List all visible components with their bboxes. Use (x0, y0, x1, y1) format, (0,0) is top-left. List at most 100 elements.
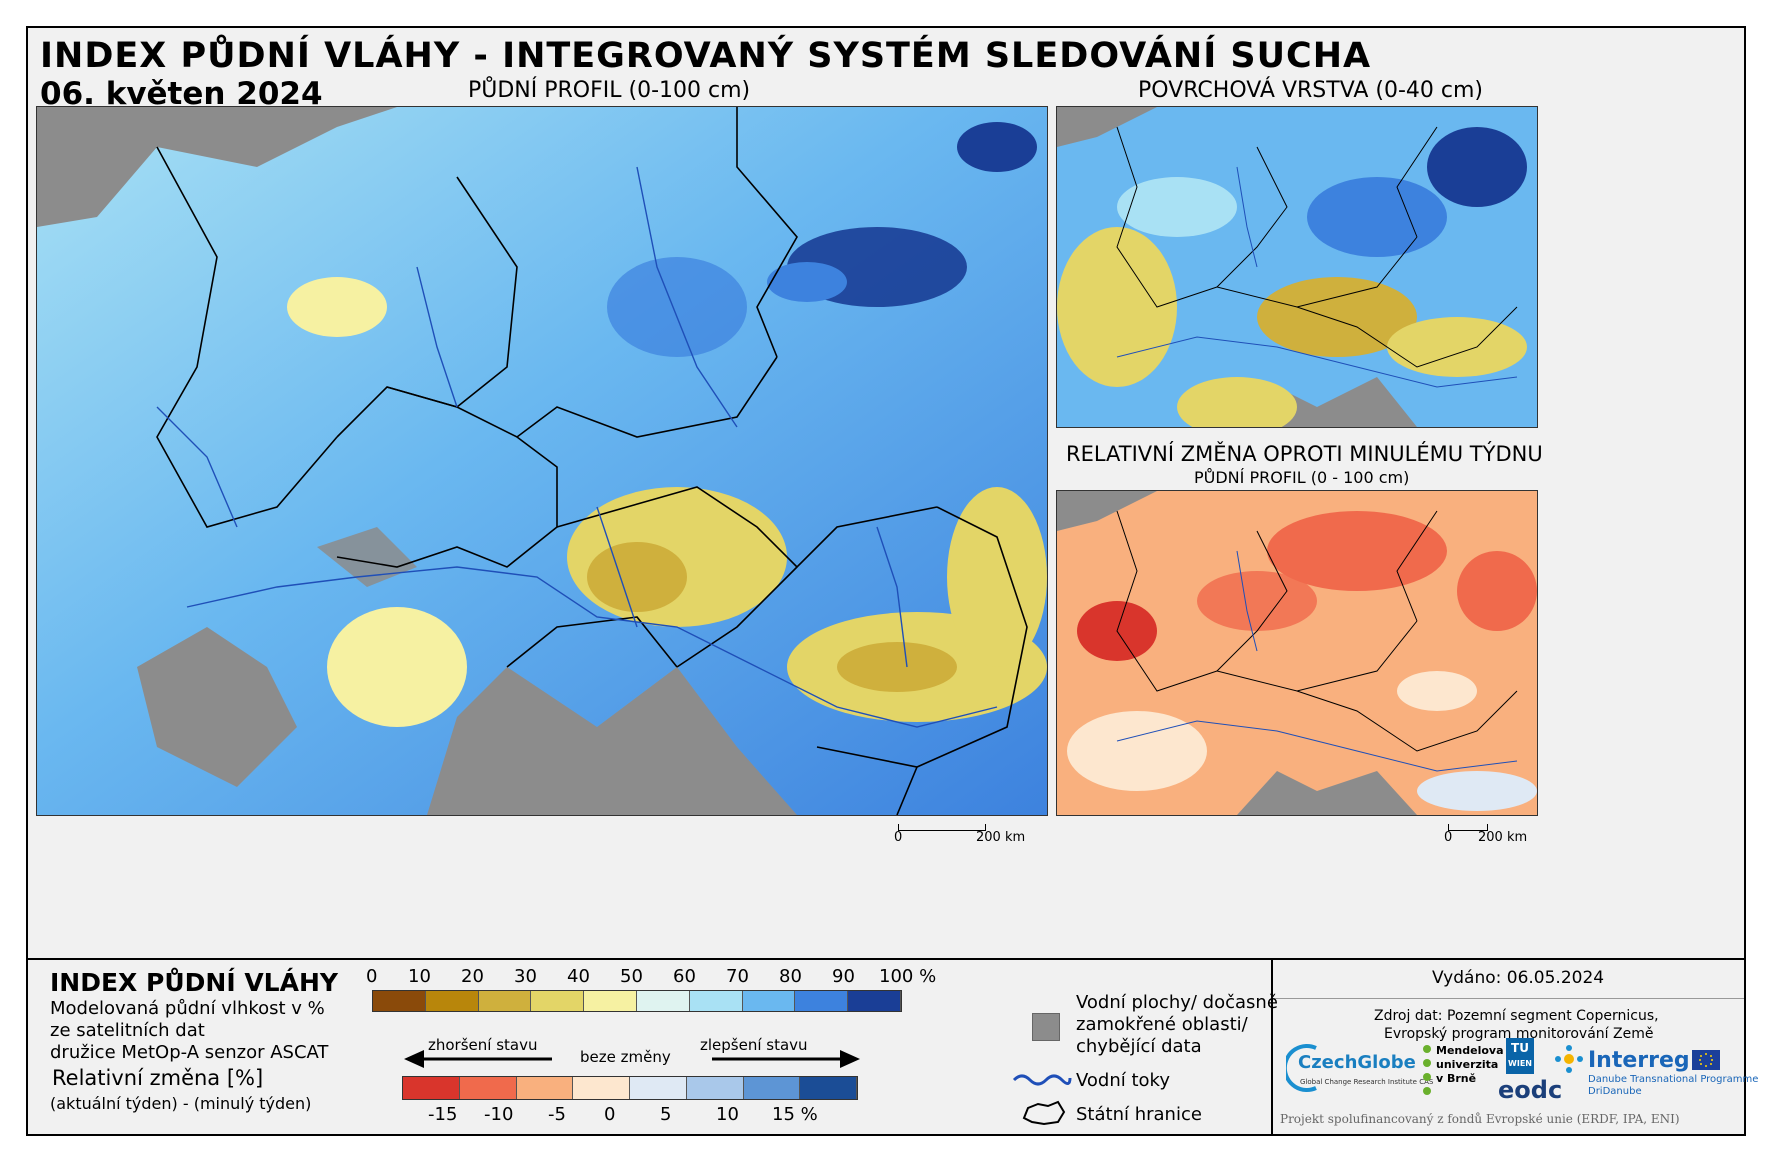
index-tick: 60 (673, 966, 696, 987)
main-scalebar-end: 200 km (976, 830, 1026, 845)
change-map[interactable] (1056, 490, 1538, 816)
tuwien-line: WIEN (1508, 1059, 1532, 1068)
change-color-swatch (686, 1077, 744, 1099)
czechglobe-logo-text: CzechGlobe (1298, 1052, 1416, 1073)
small-scalebar-end: 200 km (1478, 830, 1528, 845)
interreg-sub2: DriDanube (1588, 1086, 1642, 1097)
main-scalebar-line (898, 824, 986, 831)
better-label: zlepšení stavu (700, 1036, 808, 1054)
index-tick: 100 % (879, 966, 937, 987)
change-tick: 15 % (772, 1104, 818, 1125)
river-icon (1012, 1074, 1072, 1086)
water-label-line-1: Vodní plochy/ dočasně (1076, 992, 1278, 1013)
rivers-label: Vodní toky (1076, 1070, 1170, 1091)
funding-note: Projekt spolufinancovaný z fondů Evropsk… (1280, 1112, 1680, 1126)
interreg-sub1: Danube Transnational Programme (1588, 1074, 1759, 1085)
mendelu-line: univerzita (1436, 1058, 1499, 1071)
borders-label: Státní hranice (1076, 1104, 1202, 1125)
main-map[interactable] (36, 106, 1048, 816)
change-arrows-svg (404, 1050, 860, 1068)
surface-map-title: POVRCHOVÁ VRSTVA (0-40 cm) (1138, 78, 1483, 103)
change-map-canvas (1057, 491, 1537, 815)
water-label-line-2: zamokřené oblasti/ (1076, 1014, 1248, 1035)
change-color-swatch (800, 1077, 857, 1099)
eu-flag-icon (1692, 1050, 1720, 1070)
change-tick: 5 (660, 1104, 672, 1125)
index-tick: 90 (832, 966, 855, 987)
change-tick: -5 (548, 1104, 566, 1125)
small-scalebar-start: 0 (1444, 830, 1453, 845)
change-color-swatch (573, 1077, 630, 1099)
eodc-logo: eodc (1498, 1076, 1563, 1104)
mendelu-logo-text: Mendelova univerzita v Brně (1436, 1044, 1504, 1086)
tuwien-logo: TU WIEN (1506, 1038, 1534, 1074)
change-color-swatch (459, 1077, 517, 1099)
index-color-bar (372, 990, 902, 1012)
index-color-swatch (742, 991, 796, 1011)
border-icon (1022, 1100, 1066, 1126)
change-color-bar (402, 1076, 858, 1100)
issued-separator (1273, 998, 1744, 999)
relative-desc: (aktuální týden) - (minulý týden) (50, 1094, 312, 1113)
change-tick: 0 (604, 1104, 616, 1125)
interreg-logo-icon (1555, 1045, 1583, 1073)
index-color-swatch (373, 991, 426, 1011)
legend-heading: INDEX PŮDNÍ VLÁHY (50, 968, 338, 997)
issued-date: Vydáno: 06.05.2024 (1432, 968, 1605, 988)
eu-stars (1699, 1053, 1713, 1067)
surface-map[interactable] (1056, 106, 1538, 428)
legend-desc-line-1: Modelovaná půdní vlhkost v % (50, 998, 325, 1019)
change-tick: 10 (716, 1104, 739, 1125)
index-color-swatch (795, 991, 849, 1011)
main-scalebar: 0 200 km (894, 824, 1034, 845)
tuwien-line: TU (1511, 1041, 1529, 1055)
index-color-swatch (584, 991, 637, 1011)
change-tick: -10 (484, 1104, 514, 1125)
change-arrows (402, 1031, 862, 1071)
index-tick: 70 (726, 966, 749, 987)
main-map-title: PŮDNÍ PROFIL (0-100 cm) (468, 78, 751, 103)
index-color-swatch (637, 991, 690, 1011)
czechglobe-logo-sub: Global Change Research Institute CAS (1300, 1078, 1434, 1086)
index-tick: 20 (461, 966, 484, 987)
change-map-subtitle: PŮDNÍ PROFIL (0 - 100 cm) (1194, 468, 1410, 487)
source-line-2: Evropský program monitorování Země (1384, 1026, 1654, 1042)
change-map-title: RELATIVNÍ ZMĚNA OPROTI MINULÉMU TÝDNU (1066, 442, 1543, 466)
nochange-label: beze změny (580, 1048, 671, 1066)
index-tick: 30 (514, 966, 537, 987)
index-color-swatch (425, 991, 479, 1011)
poster-frame: INDEX PŮDNÍ VLÁHY - INTEGROVANÝ SYSTÉM S… (26, 26, 1758, 1136)
index-tick: 50 (620, 966, 643, 987)
change-color-swatch (743, 1077, 801, 1099)
index-color-swatch (531, 991, 585, 1011)
index-color-swatch (848, 991, 901, 1011)
mendelu-line: Mendelova (1436, 1044, 1504, 1057)
index-tick: 80 (779, 966, 802, 987)
small-scalebar-line (1448, 824, 1488, 831)
change-color-swatch (516, 1077, 574, 1099)
water-swatch (1032, 1013, 1060, 1041)
change-color-swatch (403, 1077, 460, 1099)
index-color-swatch (689, 991, 743, 1011)
legend-desc-line-2: ze satelitních dat (50, 1020, 205, 1041)
czechglobe-logo-icon (1286, 1044, 1317, 1092)
small-scalebar: 0 200 km (1444, 824, 1534, 845)
relative-heading: Relativní změna [%] (52, 1066, 264, 1090)
water-label-line-3: chybějící data (1076, 1036, 1202, 1057)
change-tick: -15 (428, 1104, 458, 1125)
index-color-swatch (478, 991, 532, 1011)
index-tick: 40 (567, 966, 590, 987)
source-line-1: Zdroj dat: Pozemní segment Copernicus, (1374, 1008, 1659, 1024)
legend-separator (28, 958, 1744, 960)
main-scalebar-start: 0 (894, 830, 903, 845)
main-title: INDEX PŮDNÍ VLÁHY - INTEGROVANÝ SYSTÉM S… (40, 36, 1372, 76)
surface-map-canvas (1057, 107, 1537, 427)
index-tick: 10 (408, 966, 431, 987)
change-color-swatch (630, 1077, 687, 1099)
index-tick: 0 (366, 966, 378, 987)
change-scale-ticks: -15 -10 -5 0 5 10 15 % (428, 1104, 848, 1126)
legend-desc-line-3: družice MetOp-A senzor ASCAT (50, 1042, 329, 1063)
interreg-logo-text: Interreg (1588, 1048, 1690, 1073)
index-scale-ticks: 0 10 20 30 40 50 60 70 80 90 100 % (366, 966, 936, 988)
mendelu-logo-dots (1423, 1045, 1431, 1095)
